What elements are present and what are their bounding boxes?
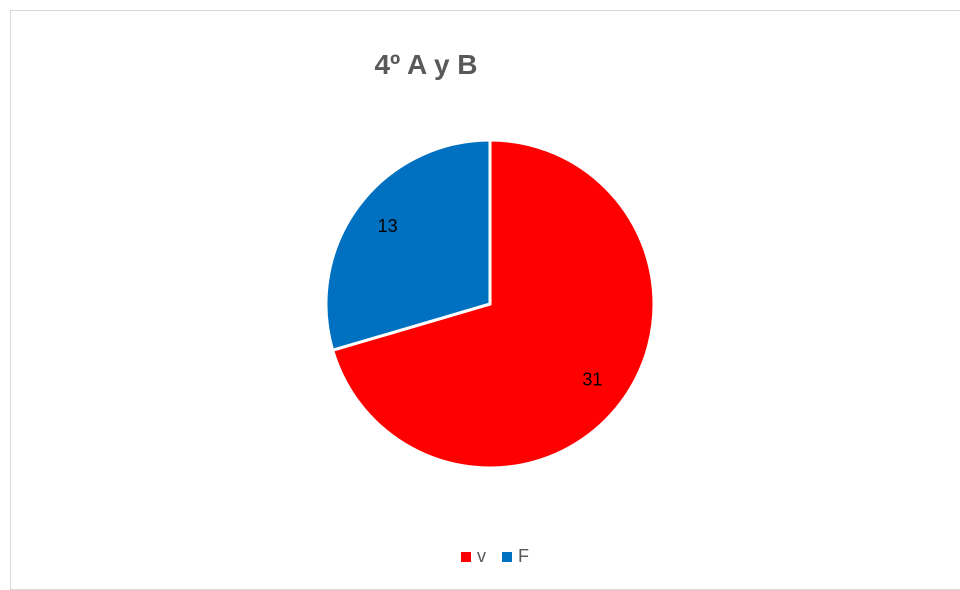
pie-slice-F	[324, 138, 492, 353]
legend-label-v: v	[477, 546, 486, 566]
pie-slice-v	[330, 138, 656, 470]
legend-swatch-F	[502, 551, 512, 562]
legend-item-F: F	[502, 546, 529, 567]
legend-swatch-v	[461, 551, 471, 562]
chart-title: 4º A y B	[374, 49, 478, 80]
pie-chart: 31 13	[324, 138, 656, 470]
data-label-v: 31	[582, 369, 602, 389]
data-label-F: 13	[378, 216, 398, 236]
legend-item-v: v	[461, 546, 486, 567]
legend-label-F: F	[518, 546, 529, 566]
